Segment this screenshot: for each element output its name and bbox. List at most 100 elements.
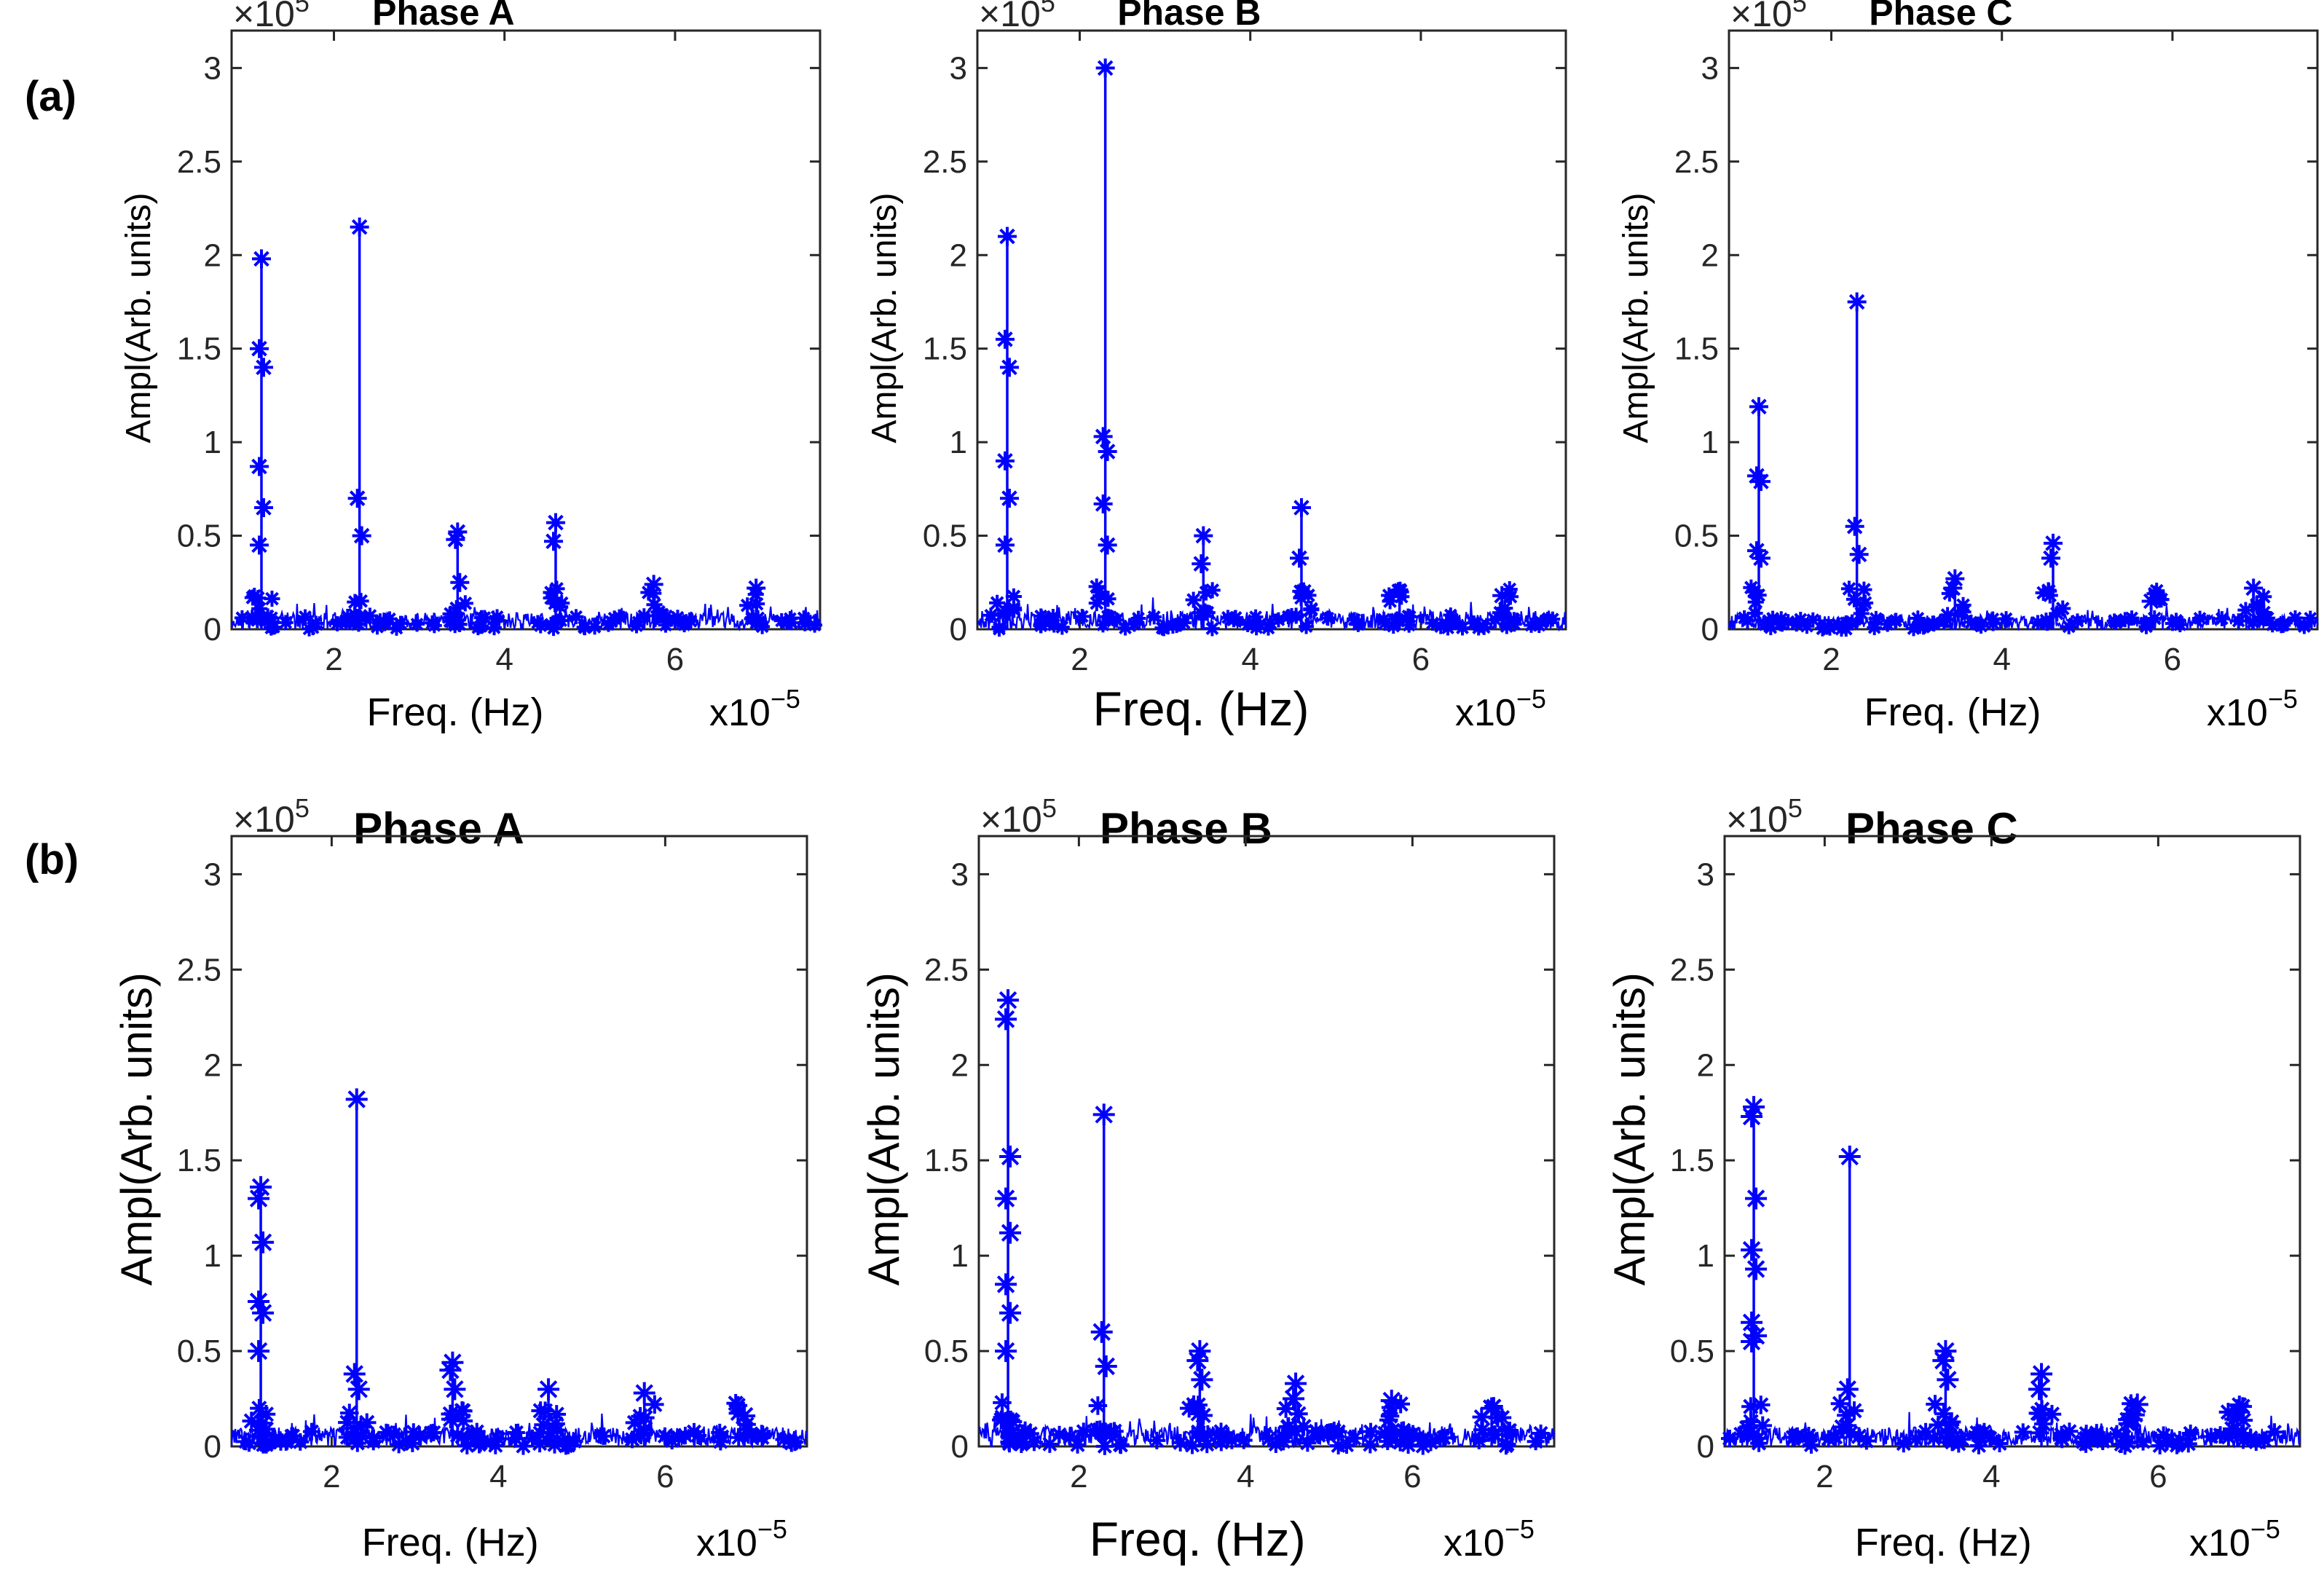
y-tick-label: 2 xyxy=(951,1047,969,1083)
x-axis-label: Freq. (Hz) xyxy=(1855,1521,2032,1564)
peak-base-marker xyxy=(2034,1414,2053,1433)
noise-marker xyxy=(2117,612,2133,628)
chart-title: Phase B xyxy=(1117,0,1261,33)
peak-marker xyxy=(251,249,271,269)
noise-marker xyxy=(2168,613,2184,629)
peak-marker xyxy=(450,572,470,592)
y-tick-label: 2 xyxy=(204,237,221,273)
peak-base-marker xyxy=(1830,1394,1850,1414)
y-tick-label: 0.5 xyxy=(1670,1334,1714,1369)
peak-marker xyxy=(995,1187,1017,1210)
peak-marker xyxy=(249,339,269,358)
peak-base-marker xyxy=(1278,1417,1298,1437)
peak-base-marker xyxy=(1092,1423,1111,1442)
chart-title: Phase A xyxy=(353,804,524,853)
peak-marker xyxy=(1932,1350,1955,1372)
peak-marker xyxy=(995,1273,1017,1296)
peak-base-marker xyxy=(2146,610,2163,627)
y-tick-label: 1.5 xyxy=(177,331,221,367)
peak-base-marker xyxy=(1501,581,1518,598)
peak-base-marker xyxy=(1485,1425,1505,1444)
noise-marker xyxy=(1784,1428,1802,1446)
peak-base-marker xyxy=(741,1425,761,1444)
noise-marker xyxy=(425,615,440,631)
peak-base-marker xyxy=(1005,588,1022,604)
y-tick-label: 0.5 xyxy=(177,519,221,554)
peak-marker xyxy=(1741,1330,1763,1352)
y-tick-label: 2.5 xyxy=(177,952,221,988)
peak-base-marker xyxy=(651,607,668,623)
noise-marker xyxy=(470,620,486,636)
x-multiplier: x10−5 xyxy=(2207,684,2298,734)
peak-marker xyxy=(999,489,1019,508)
noise-marker xyxy=(983,607,998,623)
noise-marker xyxy=(2181,1424,2199,1442)
noise-marker xyxy=(1412,1431,1430,1449)
y-multiplier: ×105 xyxy=(980,793,1057,840)
peak-base-marker xyxy=(264,591,280,607)
noise-marker xyxy=(1545,611,1561,627)
noise-marker xyxy=(2039,615,2055,631)
noise-marker xyxy=(2060,1422,2079,1441)
noise-marker xyxy=(2211,1426,2229,1444)
peak-base-marker xyxy=(749,610,766,626)
peak-marker xyxy=(2043,533,2063,553)
x-tick-label: 2 xyxy=(1822,642,1840,677)
peak-marker xyxy=(2030,1363,2053,1385)
noise-marker xyxy=(1470,620,1486,636)
noise-marker xyxy=(2214,611,2230,626)
peak-base-marker xyxy=(251,600,268,617)
x-tick-label: 4 xyxy=(1993,642,2010,677)
peak-base-marker xyxy=(452,1401,472,1420)
peak-base-marker xyxy=(1747,594,1764,610)
peak-base-marker xyxy=(1001,1410,1020,1430)
peak-base-marker xyxy=(1741,1412,1760,1431)
noise-marker xyxy=(471,1434,489,1452)
noise-marker xyxy=(545,1436,564,1454)
peak-marker xyxy=(248,1340,270,1363)
noise-marker xyxy=(1969,1436,1988,1454)
x-multiplier: x10−5 xyxy=(709,684,800,734)
x-tick-label: 2 xyxy=(323,1459,340,1494)
peak-marker xyxy=(252,1231,275,1253)
noise-marker xyxy=(1016,1421,1034,1439)
y-axis-label: Ampl(Arb. units) xyxy=(1605,972,1654,1285)
peak-marker xyxy=(995,451,1015,470)
noise-marker xyxy=(2116,1437,2134,1455)
noise-marker xyxy=(409,616,425,632)
peak-base-marker xyxy=(1942,1412,1961,1432)
noise-marker xyxy=(1345,1429,1363,1447)
y-tick-label: 3 xyxy=(204,856,221,892)
y-axis-label: Ampl(Arb. units) xyxy=(859,972,908,1285)
peak-base-marker xyxy=(1088,595,1105,612)
peak-base-marker xyxy=(1856,581,1872,598)
peak-base-marker xyxy=(352,593,369,610)
y-tick-label: 0 xyxy=(1697,1429,1714,1465)
noise-marker xyxy=(1041,614,1057,629)
peak-base-marker xyxy=(441,1404,460,1424)
x-tick-label: 2 xyxy=(1071,642,1088,677)
axes-frame xyxy=(976,29,1567,631)
peak-marker xyxy=(1090,1320,1113,1343)
peak-base-marker xyxy=(1492,1408,1512,1427)
y-tick-label: 0 xyxy=(204,1429,221,1465)
noise-marker xyxy=(1395,1421,1413,1439)
peak-marker xyxy=(253,358,273,377)
noise-marker xyxy=(689,1426,707,1444)
x-axis-label: Freq. (Hz) xyxy=(1864,690,2041,734)
chart-title: Phase C xyxy=(1869,0,2012,33)
y-tick-label: 2.5 xyxy=(177,144,221,180)
noise-marker xyxy=(1261,620,1276,636)
y-axis-label: Ampl(Arb. units) xyxy=(112,972,161,1285)
peak-marker xyxy=(1749,397,1768,417)
noise-marker xyxy=(1765,610,1781,626)
peak-marker xyxy=(1838,1145,1861,1167)
noise-marker xyxy=(568,609,584,625)
y-tick-label: 1.5 xyxy=(1670,1143,1714,1178)
noise-marker xyxy=(1498,1436,1516,1454)
peak-marker xyxy=(1849,545,1869,564)
noise-marker xyxy=(604,613,619,629)
chart-title: Phase A xyxy=(372,0,514,33)
noise-marker xyxy=(489,609,505,625)
noise-marker xyxy=(2014,1423,2032,1441)
